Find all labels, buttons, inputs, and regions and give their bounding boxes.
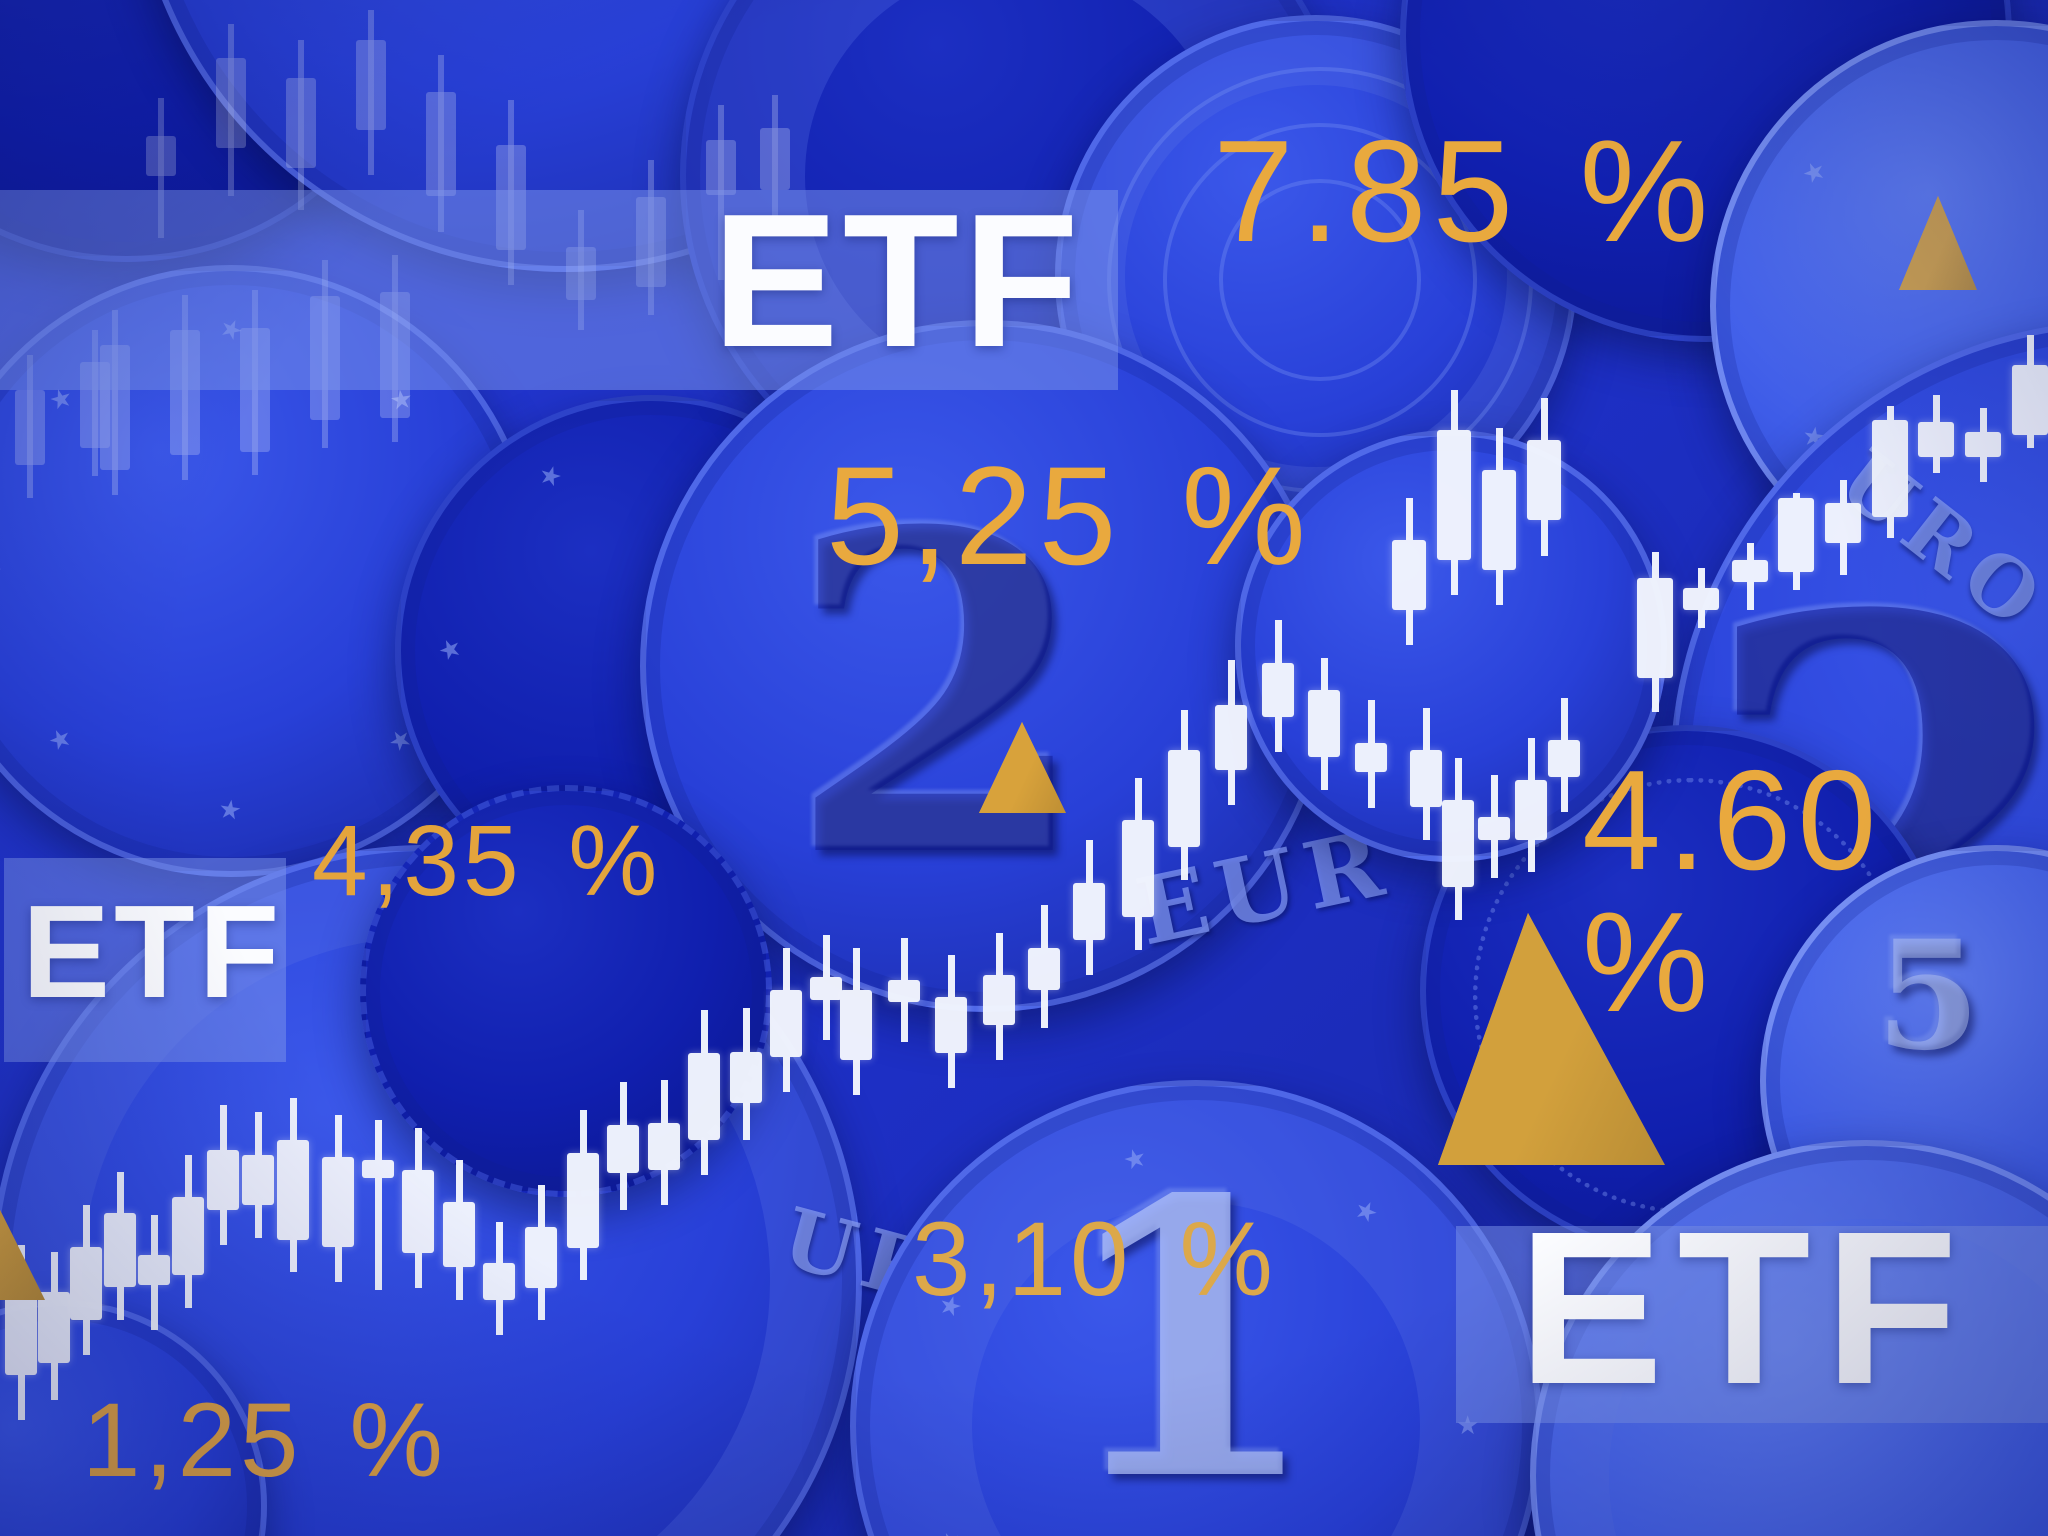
candle-wick: [112, 310, 118, 495]
etf-label-left: ETF: [22, 878, 284, 1025]
candle-body: [322, 1157, 354, 1247]
candle-body: [983, 975, 1015, 1025]
coin-ring: [1163, 123, 1477, 437]
candle-wick: [228, 24, 234, 196]
candle-body: [730, 1052, 762, 1103]
candle-body: [277, 1140, 309, 1240]
candle-body: [1215, 705, 1247, 770]
candle-body: [146, 136, 176, 176]
candle-body: [706, 140, 736, 195]
candle-body: [1122, 820, 1154, 917]
candle-body: [1965, 432, 2001, 457]
candle-body: [5, 1285, 37, 1375]
percentage-label-4-60: 4.60 %: [1582, 741, 1883, 1042]
candle-body: [1437, 430, 1471, 560]
candle-body: [1515, 780, 1547, 840]
candle-body: [242, 1155, 274, 1205]
candle-body: [15, 390, 45, 465]
percentage-label-1-25: 1,25 %: [82, 1382, 447, 1499]
candle-body: [402, 1170, 434, 1253]
candle-body: [216, 58, 246, 148]
candle-body: [1482, 470, 1516, 570]
candle-body: [2012, 365, 2048, 435]
candle-wick: [27, 355, 33, 498]
candle-body: [1918, 422, 1954, 457]
candle-body: [840, 990, 872, 1060]
candle-body: [362, 1160, 394, 1178]
candle-body: [1872, 420, 1908, 517]
candle-wick: [374, 1120, 382, 1290]
candle-body: [426, 92, 456, 196]
candle-body: [1028, 948, 1060, 990]
candle-body: [1442, 800, 1474, 887]
candle-wick: [298, 40, 304, 210]
coin-ring: [1219, 179, 1421, 381]
etf-label-bottom-right: ETF: [1518, 1187, 1972, 1430]
up-triangle-small-top-right: [1899, 196, 1977, 290]
etf-banner-bottom-right: [1456, 1226, 2048, 1423]
candle-body: [38, 1292, 70, 1363]
etf-banner-top: [0, 190, 1118, 390]
candle-body: [607, 1125, 639, 1173]
candle-body: [104, 1213, 136, 1287]
percentage-label-3-10: 3,10 %: [912, 1201, 1277, 1318]
percentage-label-5-25: 5,25 %: [826, 437, 1312, 594]
candle-body: [138, 1255, 170, 1285]
up-triangle-left-edge-partial: [0, 1180, 45, 1300]
candle-body: [1732, 560, 1768, 582]
percentage-label-7-85: 7.85 %: [1213, 110, 1715, 272]
candle-body: [1478, 817, 1510, 840]
candle-body: [1308, 690, 1340, 757]
candle-body: [888, 980, 920, 1002]
candle-body: [1637, 578, 1673, 678]
candle-body: [286, 78, 316, 168]
candle-wick: [772, 95, 778, 228]
candle-body: [1262, 663, 1294, 717]
candle-body: [483, 1263, 515, 1300]
candle-body: [1410, 750, 1442, 807]
candle-wick: [438, 55, 444, 232]
candle-wick: [368, 10, 374, 175]
candle-body: [1392, 540, 1426, 610]
candle-body: [760, 128, 790, 190]
candle-body: [525, 1227, 557, 1288]
candle-body: [770, 990, 802, 1057]
etf-label-top: ETF: [712, 175, 1083, 387]
candle-body: [1778, 498, 1814, 572]
coin-numeral: 5: [1876, 908, 1981, 1084]
etf-banner-left: [4, 858, 286, 1062]
candle-body: [1355, 743, 1387, 772]
candle-wick: [158, 98, 164, 238]
candle-body: [1825, 503, 1861, 543]
coin-numeral: 2: [786, 437, 1093, 954]
candle-body: [935, 997, 967, 1053]
candle-body: [70, 1247, 102, 1320]
candle-body: [207, 1150, 239, 1210]
candle-body: [648, 1123, 680, 1170]
candle-body: [1683, 588, 1719, 610]
percentage-label-4-35: 4,35 %: [312, 805, 662, 917]
candle-body: [1527, 440, 1561, 520]
candle-body: [1073, 883, 1105, 940]
candle-wick: [92, 330, 98, 476]
candle-body: [443, 1202, 475, 1267]
candle-body: [567, 1153, 599, 1248]
candle-body: [356, 40, 386, 130]
candle-body: [1548, 740, 1580, 777]
up-triangle-center: [979, 722, 1066, 813]
candle-body: [1168, 750, 1200, 847]
candle-body: [810, 977, 842, 1000]
candle-body: [688, 1053, 720, 1140]
coin-numeral: 1: [1056, 1117, 1321, 1536]
candle-body: [172, 1197, 204, 1275]
